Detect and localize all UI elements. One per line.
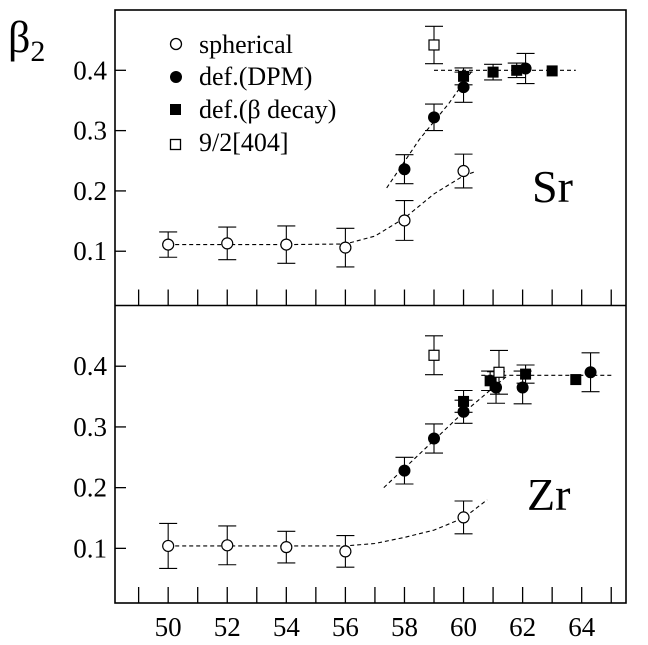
point-def-decay: [520, 369, 531, 380]
point-spherical: [222, 540, 233, 551]
legend-marker-dpm: [170, 71, 182, 83]
x-tick-label: 60: [450, 612, 477, 642]
point-def-decay: [458, 396, 469, 407]
point-def-dpm: [398, 163, 410, 175]
point-9-2-404: [429, 350, 439, 360]
point-spherical: [458, 512, 469, 523]
point-9-2-404: [429, 40, 439, 50]
y-axis-label-subscript: 2: [30, 35, 45, 68]
legend-label-spherical: spherical: [199, 30, 293, 59]
point-def-dpm: [428, 111, 440, 123]
guide-line-spherical-trend: [168, 172, 475, 245]
x-tick-label: 54: [273, 612, 301, 642]
x-tick-label: 52: [214, 612, 241, 642]
x-tick-label: 56: [332, 612, 359, 642]
legend-label-beta-decay: def.(β decay): [199, 95, 336, 124]
point-spherical: [281, 239, 292, 250]
point-def-dpm: [398, 465, 410, 477]
y-tick-label: 0.1: [73, 236, 107, 266]
y-tick-label: 0.4: [73, 351, 107, 381]
point-spherical: [222, 238, 233, 249]
panel-label-sr: Sr: [532, 161, 573, 212]
point-def-dpm: [585, 366, 597, 378]
point-spherical: [163, 239, 174, 250]
point-spherical: [340, 242, 351, 253]
y-tick-label: 0.1: [73, 533, 107, 563]
legend-marker-spherical: [171, 39, 182, 50]
x-tick-label: 58: [391, 612, 418, 642]
x-tick-label: 62: [509, 612, 536, 642]
point-def-dpm: [428, 432, 440, 444]
legend-marker-404: [171, 140, 181, 150]
x-tick-label: 50: [155, 612, 182, 642]
y-tick-label: 0.3: [73, 116, 107, 146]
point-def-decay: [458, 71, 469, 82]
y-axis-label-symbol: β: [8, 13, 30, 62]
guide-line-spherical-trend: [168, 500, 487, 546]
y-axis-label: β2: [8, 13, 45, 68]
point-spherical: [458, 166, 469, 177]
point-spherical: [340, 546, 351, 557]
y-tick-label: 0.2: [73, 176, 107, 206]
point-spherical: [163, 540, 174, 551]
point-def-decay: [547, 65, 558, 76]
point-def-decay: [570, 374, 581, 385]
x-tick-label: 64: [568, 612, 596, 642]
point-spherical: [399, 215, 410, 226]
y-tick-label: 0.4: [73, 55, 107, 85]
point-def-decay: [511, 65, 522, 76]
y-tick-label: 0.2: [73, 473, 107, 503]
legend: spherical def.(DPM) def.(β decay) 9/2[40…: [170, 30, 336, 157]
panel-label-zr: Zr: [527, 469, 570, 520]
y-tick-label: 0.3: [73, 412, 107, 442]
point-9-2-404: [494, 367, 504, 377]
sr-panel: 0.1 0.2 0.3 0.4: [73, 26, 611, 305]
point-spherical: [281, 542, 292, 553]
legend-marker-beta-decay: [170, 104, 181, 115]
legend-label-dpm: def.(DPM): [199, 62, 312, 91]
point-def-decay: [488, 67, 499, 78]
legend-label-404: 9/2[404]: [199, 128, 289, 157]
